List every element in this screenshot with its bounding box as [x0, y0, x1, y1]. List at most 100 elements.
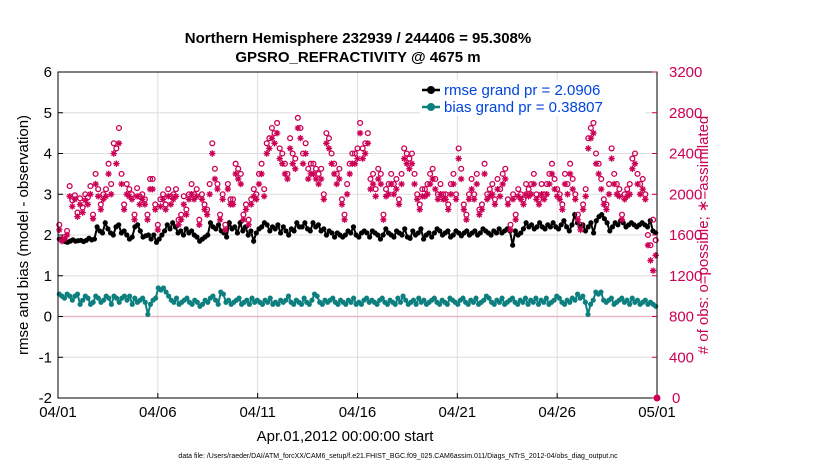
bias-point [184, 295, 190, 301]
rmse-point [224, 234, 230, 240]
assimilated-obs-point [421, 193, 429, 200]
possible-obs-point [318, 165, 325, 172]
bias-point [171, 299, 177, 305]
assimilated-obs-point [473, 180, 480, 188]
rmse-point [450, 232, 456, 238]
possible-obs-point [408, 150, 416, 157]
left-tick-label: -1 [39, 349, 52, 366]
bias-point [319, 301, 325, 307]
assimilated-obs-point [483, 196, 491, 203]
rmse-point [129, 234, 135, 240]
rmse-point [180, 232, 187, 238]
possible-obs-point [351, 150, 358, 157]
possible-obs-point [113, 145, 120, 152]
rmse-point [537, 220, 543, 226]
assimilated-obs-point [611, 180, 618, 188]
bias-point [499, 295, 505, 301]
assimilated-obs-point [587, 135, 595, 142]
assimilated-obs-point [63, 231, 71, 239]
bias-point [77, 301, 83, 307]
rmse-point [410, 228, 416, 234]
assimilated-obs-point [566, 170, 574, 178]
assimilated-obs-point [426, 180, 434, 188]
bias-point [173, 295, 180, 301]
bias-point [627, 301, 633, 307]
assimilated-obs-point [388, 180, 395, 188]
rmse-point [561, 218, 567, 224]
x-tick-label: 04/21 [439, 404, 477, 421]
x-tick-label: 04/16 [339, 404, 377, 421]
assimilated-obs-point [341, 216, 348, 223]
rmse-point [380, 232, 386, 238]
bias-point [301, 295, 307, 301]
bias-point [543, 295, 549, 301]
rmse-point [488, 232, 494, 238]
assimilated-obs-point [546, 180, 553, 188]
rmse-point [569, 222, 575, 228]
possible-obs-point [66, 183, 73, 190]
rmse-series [56, 211, 659, 248]
rmse-point [299, 224, 305, 230]
assimilated-obs-point [97, 206, 104, 213]
possible-obs-point [310, 160, 317, 167]
assimilated-obs-point [385, 191, 392, 198]
bias-point [306, 301, 312, 307]
possible-obs-point [631, 150, 639, 157]
possible-obs-point [307, 160, 314, 167]
assimilated-obs-point [284, 175, 291, 183]
possible-obs-point [639, 175, 646, 183]
bias-point [379, 295, 385, 301]
rmse-point [615, 222, 621, 228]
possible-obs-point [118, 170, 125, 177]
possible-obs-point [188, 181, 195, 188]
x-tick-label: 04/06 [139, 404, 177, 421]
assimilated-obs-point [504, 201, 512, 208]
rmse-point [232, 224, 238, 230]
possible-obs-point [289, 150, 296, 157]
assimilated-obs-point [400, 155, 408, 162]
rmse-point [251, 238, 257, 244]
assimilated-obs-point [411, 180, 418, 188]
rmse-point [520, 226, 527, 232]
assimilated-obs-point [375, 175, 382, 183]
assimilated-obs-point [170, 196, 177, 203]
assimilated-obs-point [211, 175, 219, 183]
possible-obs-point [367, 175, 374, 183]
possible-obs-point [261, 186, 268, 193]
possible-obs-point [126, 186, 133, 193]
rmse-point [329, 230, 335, 236]
rmse-point [213, 226, 219, 232]
possible-obs-point [427, 170, 434, 177]
bias-point [132, 295, 138, 301]
legend-bias-marker [427, 103, 435, 111]
rmse-point [240, 228, 246, 234]
assimilated-obs-point [445, 206, 452, 213]
possible-obs-point [652, 237, 659, 244]
rmse-point [601, 216, 607, 222]
bias-point [225, 297, 232, 303]
bias-point [265, 299, 271, 305]
rmse-point [124, 232, 130, 238]
assimilated-obs-point [94, 193, 102, 200]
assimilated-obs-point [92, 180, 99, 188]
rmse-point [609, 224, 616, 230]
bias-point [114, 295, 120, 301]
assimilated-obs-point [131, 216, 138, 223]
rmse-point [377, 236, 384, 242]
rmse-point [375, 232, 381, 238]
bias-point [147, 301, 154, 307]
bias-point [74, 291, 81, 297]
assimilated-obs-point [297, 135, 304, 142]
assimilated-obs-point [79, 209, 86, 216]
assimilated-obs-point [100, 196, 107, 203]
rmse-point [310, 220, 316, 226]
possible-obs-point [486, 186, 493, 193]
possible-obs-point [582, 186, 589, 193]
assimilated-obs-point [556, 196, 563, 203]
right-tick-label: 800 [669, 309, 694, 326]
right-axis-ticks: 400 800 1200 1600 2000 2400 2800 3200 [652, 64, 702, 399]
possible-obs-point [357, 119, 364, 126]
assimilated-obs-point [58, 237, 66, 245]
bias-point [403, 297, 409, 303]
assimilated-obs-point [209, 150, 216, 157]
